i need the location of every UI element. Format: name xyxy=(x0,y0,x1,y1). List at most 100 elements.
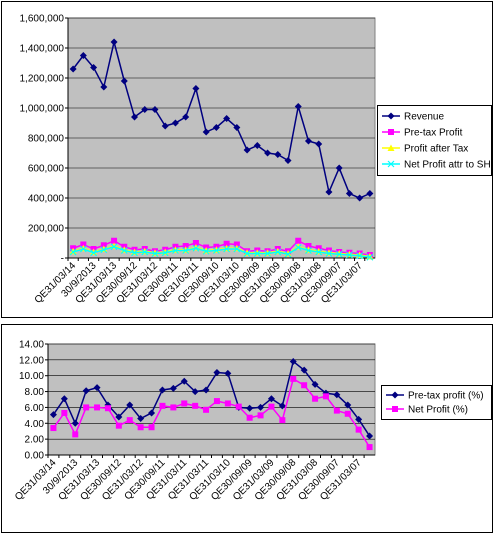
y-tick-label: 0.00 xyxy=(25,451,45,462)
marker xyxy=(366,190,374,197)
legend-label: Pre-tax profit (%) xyxy=(408,391,484,402)
marker xyxy=(294,103,302,110)
marker xyxy=(90,64,98,71)
marker xyxy=(335,164,343,172)
y-tick-label: 1,000,000 xyxy=(20,104,65,115)
marker xyxy=(60,395,68,403)
marker xyxy=(233,245,241,253)
marker xyxy=(182,243,189,249)
marker xyxy=(305,243,312,249)
marker xyxy=(257,403,265,411)
marker xyxy=(356,194,364,202)
marker xyxy=(274,151,282,158)
marker xyxy=(141,248,149,256)
marker xyxy=(100,83,108,91)
marker xyxy=(80,241,87,248)
marker xyxy=(333,407,340,414)
y-tick-label: 1,200,000 xyxy=(20,74,65,85)
marker xyxy=(161,249,169,257)
marker xyxy=(182,113,190,121)
y-tick-label: - xyxy=(61,254,64,265)
y-tick-label: 6.00 xyxy=(25,403,45,414)
marker xyxy=(110,243,118,251)
marker xyxy=(355,415,363,423)
marker xyxy=(301,382,308,389)
y-tick-label: 1,400,000 xyxy=(20,44,65,55)
marker xyxy=(172,247,179,254)
marker xyxy=(115,413,123,421)
marker xyxy=(90,249,98,257)
marker xyxy=(295,237,302,244)
marker xyxy=(344,410,351,417)
legend-label: Profit after Tax xyxy=(404,144,468,155)
marker xyxy=(344,401,352,409)
marker xyxy=(268,403,275,410)
marker xyxy=(79,245,87,253)
marker xyxy=(223,115,231,122)
marker xyxy=(387,144,395,151)
marker xyxy=(131,113,139,121)
marker xyxy=(182,247,190,254)
marker xyxy=(246,414,253,421)
marker xyxy=(161,122,169,130)
y-tick-label: 2.00 xyxy=(25,435,45,446)
marker xyxy=(169,384,177,392)
marker xyxy=(264,149,272,157)
marker xyxy=(388,129,394,135)
y-tick-label: 4.00 xyxy=(25,419,45,430)
marker xyxy=(300,366,308,374)
marker xyxy=(274,248,282,256)
plot-area xyxy=(47,343,376,456)
marker xyxy=(69,247,77,255)
marker xyxy=(151,106,159,113)
marker xyxy=(366,432,374,440)
y-tick-label: 200,000 xyxy=(28,224,65,235)
marker xyxy=(120,77,128,85)
y-tick-label: 8.00 xyxy=(25,387,45,398)
marker xyxy=(83,404,90,411)
marker xyxy=(213,369,221,377)
marker xyxy=(325,250,333,257)
marker xyxy=(289,357,297,365)
marker xyxy=(322,393,329,400)
marker xyxy=(294,244,302,251)
marker xyxy=(115,422,122,429)
y-tick-label: 400,000 xyxy=(28,194,65,205)
marker xyxy=(345,190,353,197)
y-tick-label: 12.00 xyxy=(19,355,44,366)
marker xyxy=(141,106,149,113)
marker xyxy=(213,398,220,405)
marker xyxy=(243,250,251,257)
marker xyxy=(366,253,374,261)
marker xyxy=(181,400,188,407)
marker xyxy=(94,404,101,411)
marker xyxy=(304,137,312,145)
marker xyxy=(79,52,87,59)
legend-box xyxy=(381,385,492,420)
legend-label: Pre-tax Profit xyxy=(404,128,463,139)
marker xyxy=(137,415,145,423)
marker xyxy=(315,248,323,256)
marker xyxy=(192,85,200,92)
marker xyxy=(253,250,261,257)
marker xyxy=(170,404,177,411)
marker xyxy=(233,124,241,131)
marker xyxy=(151,249,159,256)
marker xyxy=(356,252,364,260)
y-tick-label: 1,600,000 xyxy=(20,14,65,25)
marker xyxy=(305,247,312,254)
marker xyxy=(93,384,101,392)
marker xyxy=(355,426,362,433)
marker xyxy=(279,417,286,424)
marker xyxy=(264,250,271,257)
marker xyxy=(233,241,240,248)
marker xyxy=(267,395,275,403)
marker xyxy=(366,253,374,260)
marker xyxy=(126,417,133,424)
y-tick-label: 14.00 xyxy=(19,340,44,351)
marker xyxy=(311,380,319,388)
marker xyxy=(366,444,373,451)
series-line xyxy=(72,41,371,199)
